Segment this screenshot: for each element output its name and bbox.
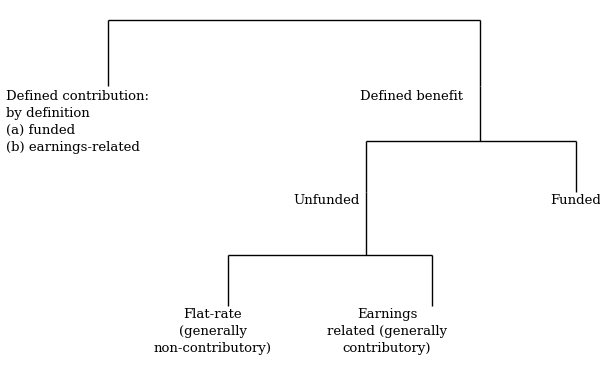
Text: Unfunded: Unfunded bbox=[294, 194, 360, 207]
Text: Earnings
related (generally
contributory): Earnings related (generally contributory… bbox=[327, 308, 447, 355]
Text: Defined contribution:
by definition
(a) funded
(b) earnings-related: Defined contribution: by definition (a) … bbox=[6, 90, 149, 154]
Text: Flat-rate
(generally
non-contributory): Flat-rate (generally non-contributory) bbox=[154, 308, 272, 355]
Text: Defined benefit: Defined benefit bbox=[359, 90, 463, 103]
Text: Funded: Funded bbox=[551, 194, 600, 207]
